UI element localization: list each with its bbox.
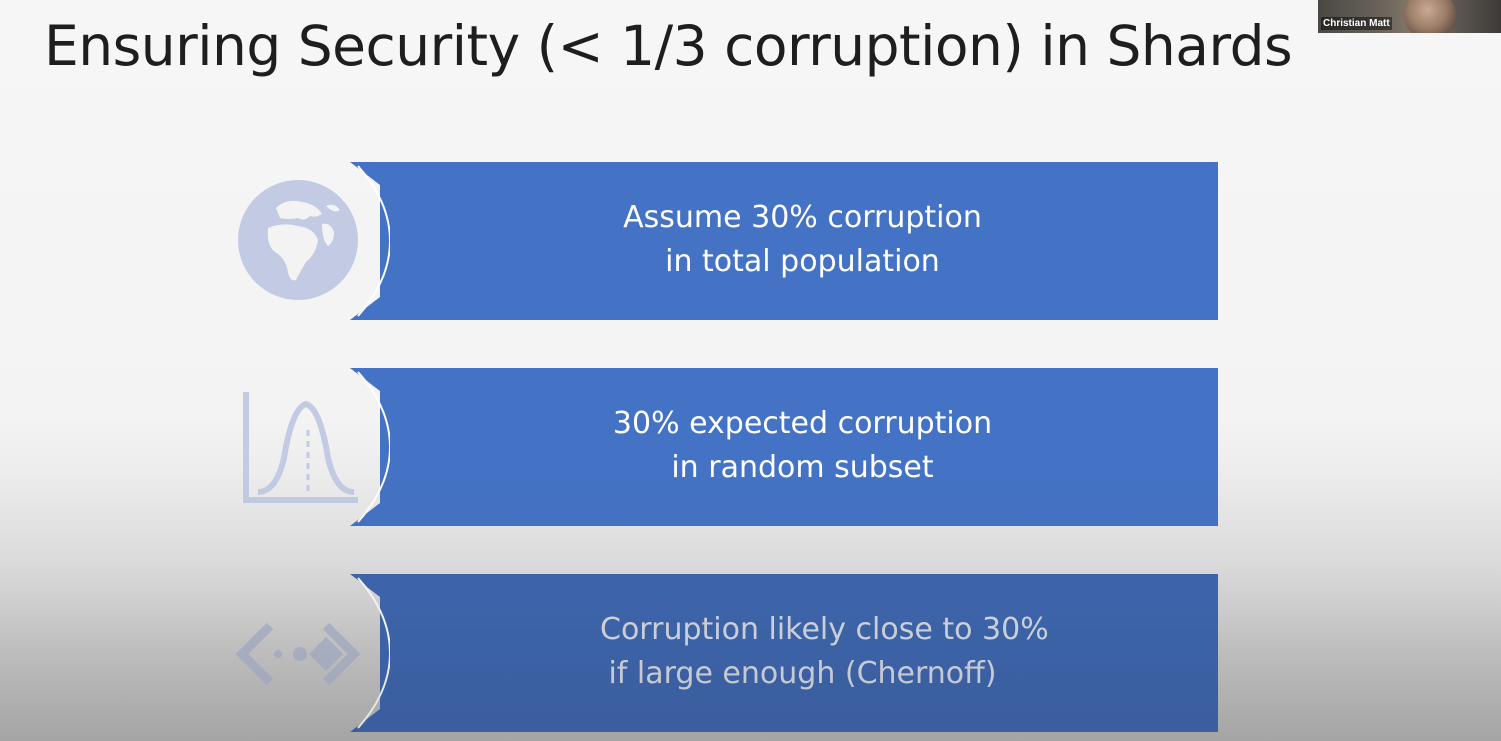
bell-curve-icon [243, 392, 358, 503]
step-2-line-2: in random subset [671, 450, 934, 485]
code-brackets-icon [235, 622, 361, 686]
step-1-text: Assume 30% corruption in total populatio… [600, 196, 1005, 284]
step-1-banner [350, 162, 1218, 320]
step-3-line-1: Corruption likely close to 30% [600, 612, 1049, 647]
step-3: Corruption likely close to 30% if large … [230, 574, 1220, 732]
globe-icon [238, 180, 358, 300]
slide-title: Ensuring Security (< 1/3 corruption) in … [44, 14, 1293, 78]
step-2-banner [350, 368, 1218, 526]
step-1: Assume 30% corruption in total populatio… [230, 162, 1220, 320]
step-3-line-2: if large enough (Chernoff) [608, 656, 997, 691]
participant-video-tile[interactable]: Christian Matt [1318, 0, 1501, 33]
participant-name: Christian Matt [1321, 17, 1392, 30]
step-1-line-2: in total population [665, 244, 940, 279]
step-2-divider [357, 371, 390, 523]
step-2-text: 30% expected corruption in random subset [600, 402, 1005, 490]
step-2-line-1: 30% expected corruption [612, 406, 993, 441]
step-3-divider [357, 577, 390, 729]
participant-avatar [1404, 0, 1456, 33]
step-3-text: Corruption likely close to 30% if large … [600, 608, 1049, 696]
step-3-banner [350, 574, 1218, 732]
step-1-line-1: Assume 30% corruption [623, 200, 982, 235]
step-2: 30% expected corruption in random subset [230, 368, 1220, 526]
step-1-divider [357, 165, 390, 317]
